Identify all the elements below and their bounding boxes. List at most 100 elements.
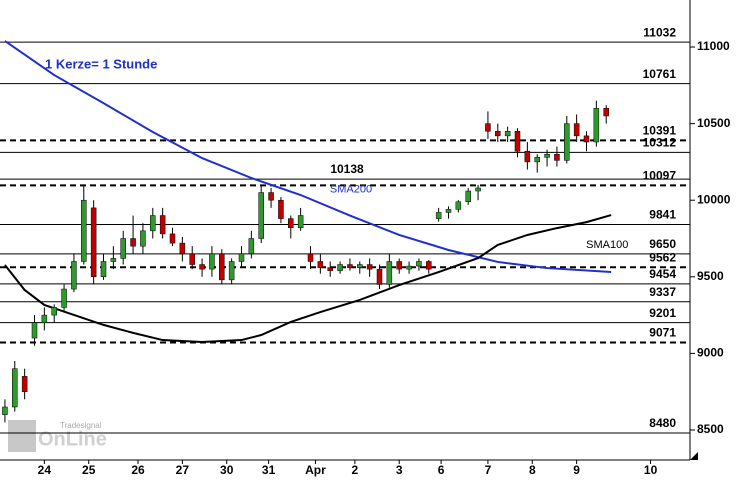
- candle-body: [357, 264, 363, 268]
- candle-body: [189, 253, 195, 265]
- candle-body: [169, 233, 176, 244]
- candle-body: [406, 265, 412, 270]
- candle-body: [179, 242, 186, 255]
- candle-body: [416, 261, 422, 267]
- level-label: 10138: [330, 162, 364, 176]
- candle-body: [564, 123, 570, 161]
- x-tick-label: Apr: [305, 463, 326, 477]
- candle-body: [485, 123, 491, 132]
- level-label: 10761: [643, 67, 677, 81]
- candle-body: [544, 154, 550, 158]
- x-tick-label: 2: [352, 463, 359, 477]
- x-tick-label: 7: [485, 463, 492, 477]
- y-tick-label: 10500: [697, 116, 731, 130]
- candle-body: [41, 314, 48, 324]
- level-label: 9562: [649, 250, 676, 264]
- candle-body: [248, 238, 255, 255]
- candle-body: [12, 368, 18, 408]
- x-tick-label: 31: [262, 463, 276, 477]
- candle-body: [524, 150, 531, 163]
- x-tick-label: 6: [438, 463, 445, 477]
- candle-body: [475, 187, 481, 192]
- candle-body: [278, 199, 284, 219]
- candle-body: [396, 261, 402, 270]
- logo-big: OnLine: [38, 428, 107, 450]
- candle-body: [603, 108, 609, 117]
- candle-body: [258, 192, 264, 239]
- candle-body: [209, 253, 215, 270]
- x-tick-label: 27: [176, 463, 190, 477]
- candle-body: [445, 209, 452, 213]
- x-tick-label: 9: [573, 463, 580, 477]
- candle-body: [268, 192, 274, 201]
- sma-label: SMA200: [330, 183, 372, 195]
- candle-body: [228, 261, 235, 281]
- level-label: 9454: [649, 267, 676, 281]
- candle-body: [327, 267, 333, 271]
- candle-body: [159, 215, 166, 235]
- candle-body: [583, 135, 590, 143]
- candle-body: [317, 261, 324, 268]
- candle-body: [386, 261, 393, 285]
- level-label: 9337: [649, 285, 676, 299]
- level-label: 9071: [649, 326, 676, 340]
- candle-body: [71, 261, 77, 290]
- candle-body: [199, 264, 205, 270]
- candle-body: [554, 154, 560, 161]
- candle-body: [130, 238, 136, 247]
- level-label: 11032: [643, 25, 676, 39]
- candle-body: [219, 253, 225, 281]
- candle-body: [435, 212, 442, 219]
- candle-body: [140, 230, 146, 247]
- x-tick-label: 8: [529, 463, 536, 477]
- candle-body: [288, 218, 294, 229]
- logo-box: [8, 420, 36, 452]
- candle-body: [51, 307, 57, 316]
- candle-body: [297, 215, 304, 229]
- candle-body: [307, 253, 314, 262]
- level-label: 9841: [649, 208, 676, 222]
- axis-arrow: [690, 452, 698, 460]
- candle-body: [81, 199, 87, 262]
- candle-body: [455, 201, 462, 210]
- candle-body: [495, 131, 501, 137]
- candle-body: [465, 190, 471, 202]
- logo-small: Tradesignal: [60, 421, 102, 430]
- candle-body: [376, 268, 383, 285]
- logo: Tradesignal OnLine: [8, 420, 107, 452]
- candle-body: [238, 253, 245, 262]
- candle-body: [593, 108, 600, 143]
- candle-body: [337, 264, 343, 271]
- y-tick-label: 10000: [697, 192, 731, 206]
- sma-line: [4, 214, 612, 344]
- candle-body: [347, 264, 353, 268]
- candle-body: [21, 376, 28, 392]
- x-tick-label: 26: [131, 463, 145, 477]
- candle-body: [120, 238, 126, 259]
- candle-body: [90, 207, 97, 278]
- level-label: 9201: [649, 306, 676, 320]
- candle-body: [534, 157, 540, 163]
- candle-body: [61, 288, 67, 308]
- annotation: 1 Kerze= 1 Stunde: [45, 56, 157, 71]
- x-tick-label: 30: [220, 463, 234, 477]
- x-tick-label: 24: [38, 463, 52, 477]
- candle-body: [573, 123, 580, 137]
- candle-body: [150, 215, 156, 232]
- y-tick-label: 11000: [697, 39, 730, 53]
- candle-body: [504, 131, 511, 137]
- candle-body: [110, 258, 117, 262]
- level-label: 10097: [643, 169, 677, 183]
- y-tick-label: 9500: [697, 269, 724, 283]
- candle-body: [426, 261, 432, 270]
- candle-body: [366, 264, 373, 270]
- candle-body: [2, 406, 8, 415]
- sma-line: [4, 40, 612, 274]
- level-label: 8480: [649, 416, 676, 430]
- x-tick-label: 10: [644, 463, 658, 477]
- level-label: 9650: [649, 237, 676, 251]
- sma-label: SMA100: [586, 239, 628, 251]
- candle-body: [514, 131, 521, 152]
